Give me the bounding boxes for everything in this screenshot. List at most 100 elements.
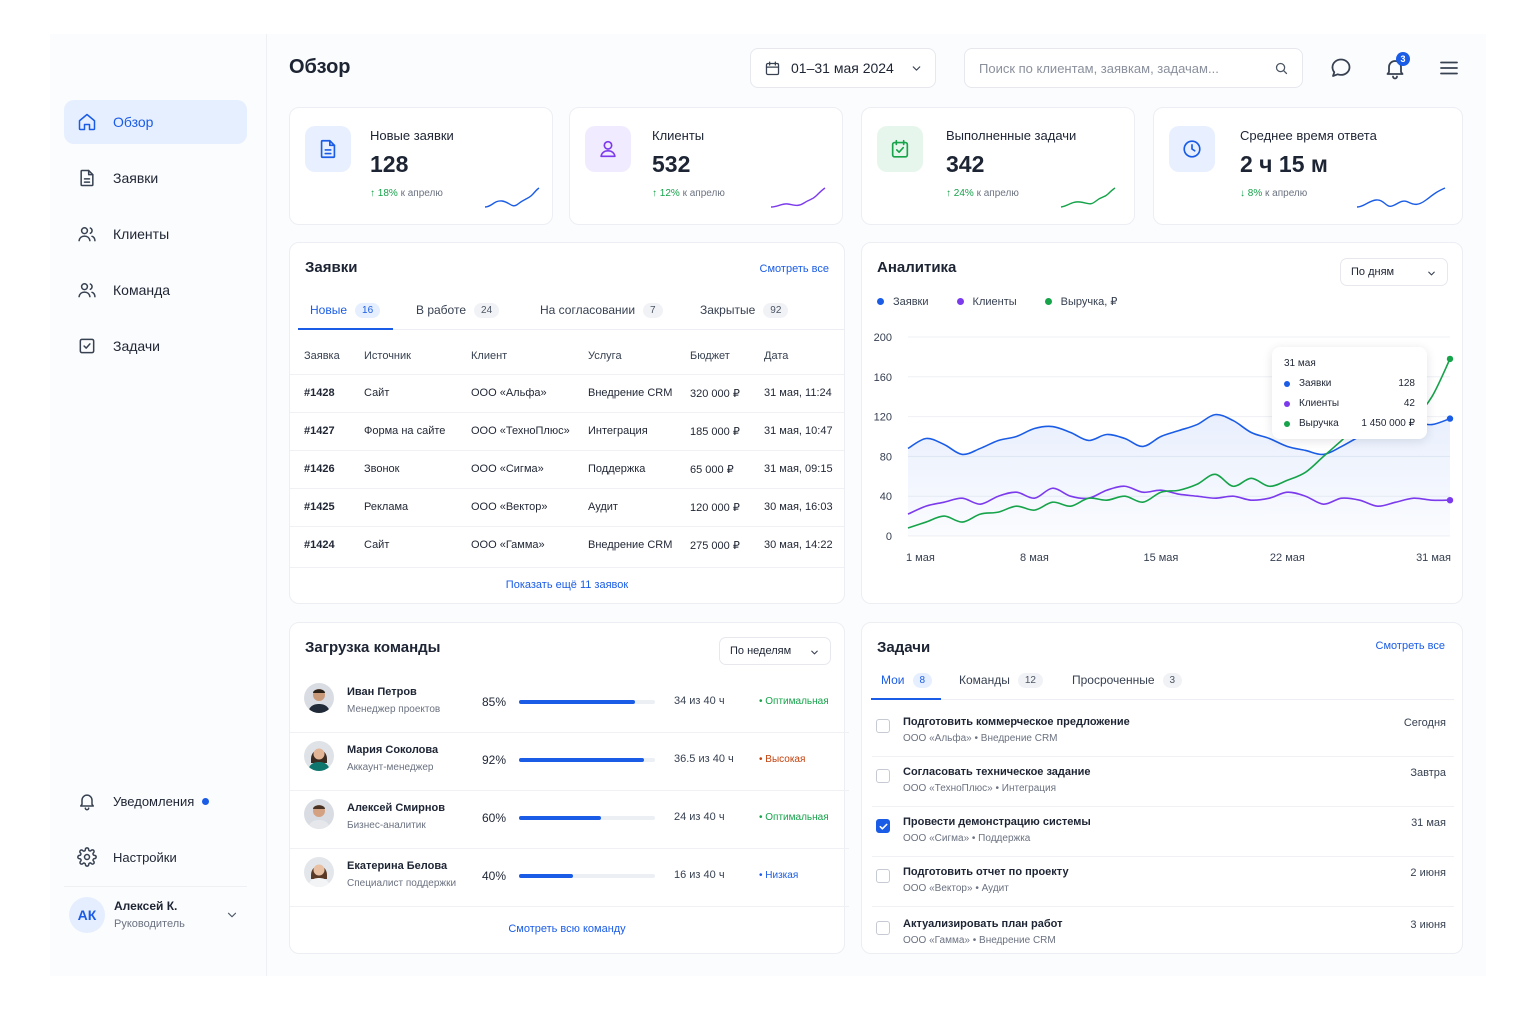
load-status-text: Высокая: [765, 754, 806, 765]
column-header[interactable]: Дата: [764, 350, 789, 363]
kpi-card-completed-tasks[interactable]: Выполненные задачи 342 ↑ 24% к апрелю: [861, 107, 1135, 225]
sidebar-item-team[interactable]: Команда: [64, 268, 247, 312]
kpi-card-new-requests[interactable]: Новые заявки 128 ↑ 18% к апрелю: [289, 107, 553, 225]
gear-icon: [77, 847, 97, 867]
column-header[interactable]: Клиент: [471, 350, 508, 363]
legend-item[interactable]: Выручка, ₽: [1044, 295, 1117, 308]
task-item[interactable]: Актуализировать план работ ООО «Гамма» •…: [876, 909, 1446, 959]
chat-icon[interactable]: [1329, 56, 1353, 80]
home-icon: [78, 113, 96, 131]
column-header[interactable]: Услуга: [588, 350, 622, 363]
show-more-requests-link[interactable]: Показать ещё 11 заявок: [505, 579, 629, 591]
legend-item[interactable]: Заявки: [877, 295, 929, 308]
kpi-value: 128: [370, 151, 409, 177]
tooltip-value: 128: [1398, 378, 1415, 389]
load-hours: 24 из 40 ч: [674, 811, 725, 823]
kpi-label: Выполненные задачи: [946, 128, 1077, 143]
tab-team-tasks[interactable]: Команды 12: [959, 669, 1043, 691]
member-name: Иван Петров: [347, 686, 417, 698]
view-all-requests-link[interactable]: Смотреть все: [759, 263, 829, 275]
task-checkbox[interactable]: [876, 769, 890, 783]
notification-badge: 3: [1396, 52, 1410, 66]
tab-closed[interactable]: Закрытые 92: [700, 299, 789, 321]
request-source: Звонок: [364, 449, 471, 488]
column-header[interactable]: Источник: [364, 350, 411, 363]
analytics-period-select[interactable]: По дням: [1340, 258, 1448, 286]
kpi-card-clients[interactable]: Клиенты 532 ↑ 12% к апрелю: [569, 107, 843, 225]
load-progress-bar: [519, 874, 655, 878]
member-name: Екатерина Белова: [347, 860, 448, 872]
search-icon[interactable]: [1274, 61, 1289, 76]
table-row[interactable]: #1424 Сайт ООО «Гамма» Внедрение CRM 275…: [290, 525, 844, 564]
app-window: Обзор Заявки Клиенты Команда Задачи: [50, 34, 1486, 976]
analytics-title: Аналитика: [877, 259, 957, 276]
sidebar-item-settings[interactable]: Настройки: [64, 835, 247, 879]
task-checkbox[interactable]: [876, 819, 890, 833]
tab-new[interactable]: Новые 16: [310, 299, 381, 321]
team-period-select[interactable]: По неделям: [719, 637, 831, 665]
menu-icon[interactable]: [1437, 56, 1461, 80]
search-input[interactable]: [965, 60, 1255, 76]
request-source: Реклама: [364, 487, 471, 526]
team-member-row[interactable]: Екатерина Белова Специалист поддержки 40…: [290, 849, 849, 907]
period-value: По неделям: [730, 645, 792, 657]
task-checkbox[interactable]: [876, 869, 890, 883]
task-subtitle: ООО «Альфа» • Внедрение CRM: [903, 733, 1058, 744]
task-subtitle: ООО «Сигма» • Поддержка: [903, 833, 1031, 844]
sidebar-item-label: Уведомления: [113, 793, 195, 809]
task-item[interactable]: Подготовить отчет по проекту ООО «Вектор…: [872, 857, 1454, 907]
table-row[interactable]: #1426 Звонок ООО «Сигма» Поддержка 65 00…: [290, 449, 844, 488]
legend-item[interactable]: Клиенты: [956, 295, 1017, 308]
sidebar-item-requests[interactable]: Заявки: [64, 156, 247, 200]
load-progress-bar: [519, 700, 655, 704]
tab-approval[interactable]: На согласовании 7: [540, 299, 663, 321]
team-member-row[interactable]: Алексей Смирнов Бизнес-аналитик 60% 24 и…: [290, 791, 849, 849]
request-budget: 65 000 ₽: [690, 449, 764, 488]
sidebar-item-notifications[interactable]: Уведомления: [64, 779, 247, 823]
sidebar-item-tasks[interactable]: Задачи: [64, 324, 247, 368]
user-profile[interactable]: АК Алексей К. Руководитель: [64, 886, 247, 942]
sidebar-item-clients[interactable]: Клиенты: [64, 212, 247, 256]
task-subtitle: ООО «Вектор» • Аудит: [903, 883, 1009, 894]
sparkline: [1060, 187, 1116, 208]
analytics-line-chart[interactable]: 0 40 80 120 160 200 1 мая 8 мая 15 мая 22 мая 31 м…: [862, 323, 1462, 573]
tab-my-tasks[interactable]: Мои 8: [881, 669, 933, 691]
sidebar-item-overview[interactable]: Обзор: [64, 100, 247, 144]
load-percent: 40%: [482, 869, 507, 883]
task-checkbox[interactable]: [876, 719, 890, 733]
tab-count: 8: [912, 672, 933, 688]
tab-in-progress[interactable]: В работе 24: [416, 299, 500, 321]
tooltip-swatch: [1284, 400, 1290, 407]
sidebar-item-label: Заявки: [113, 170, 159, 186]
tab-count: 92: [763, 302, 789, 318]
task-due: 3 июня: [1410, 919, 1446, 931]
date-range-picker[interactable]: 01–31 мая 2024: [750, 48, 936, 88]
column-header[interactable]: Заявка: [304, 350, 340, 363]
table-row[interactable]: #1425 Реклама ООО «Вектор» Аудит 120 000…: [290, 487, 844, 526]
document-icon: [80, 169, 94, 187]
tab-overdue-tasks[interactable]: Просроченные 3: [1072, 669, 1183, 691]
table-row[interactable]: #1428 Сайт ООО «Альфа» Внедрение CRM 320…: [290, 373, 844, 412]
view-all-team-link[interactable]: Смотреть всю команду: [508, 923, 626, 935]
kpi-delta-value: 18%: [377, 188, 398, 199]
tooltip-swatch: [1284, 420, 1290, 427]
column-header[interactable]: Бюджет: [690, 350, 730, 363]
view-all-tasks-link[interactable]: Смотреть все: [1375, 640, 1445, 652]
team-member-row[interactable]: Мария Соколова Аккаунт-менеджер 92% 36.5…: [290, 733, 849, 791]
chevron-down-icon: [912, 65, 921, 71]
request-source: Сайт: [364, 373, 471, 412]
member-name: Мария Соколова: [347, 744, 439, 756]
sidebar-item-label: Клиенты: [113, 226, 170, 242]
kpi-delta-value: 8%: [1247, 188, 1263, 199]
task-checkbox[interactable]: [876, 921, 890, 935]
task-item[interactable]: Подготовить коммерческое предложение ООО…: [872, 707, 1454, 757]
team-member-row[interactable]: Иван Петров Менеджер проектов 85% 34 из …: [290, 675, 849, 733]
load-percent: 92%: [482, 753, 507, 767]
table-header-row: Заявка Источник Клиент Услуга Бюджет Дат…: [290, 339, 844, 374]
task-item[interactable]: Провести демонстрацию системы ООО «Сигма…: [872, 807, 1454, 857]
kpi-delta-value: 24%: [953, 188, 974, 199]
task-item[interactable]: Согласовать техническое задание ООО «Тех…: [872, 757, 1454, 807]
user-role: Руководитель: [114, 918, 185, 930]
table-row[interactable]: #1427 Форма на сайте ООО «ТехноПлюс» Инт…: [290, 411, 844, 450]
kpi-card-response-time[interactable]: Среднее время ответа 2 ч 15 м ↓ 8% к апр…: [1153, 107, 1463, 225]
